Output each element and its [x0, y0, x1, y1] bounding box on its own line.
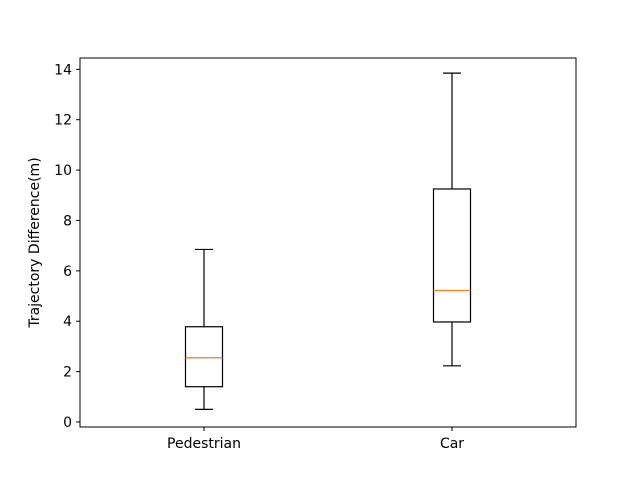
y-tick-label-14: 14	[54, 62, 72, 78]
y-tick-label-8: 8	[63, 213, 72, 229]
box-car	[432, 72, 472, 367]
y-axis-label: Trajectory Difference(m)	[27, 157, 43, 328]
y-tick-label-4: 4	[63, 314, 72, 330]
y-tick-label-0: 0	[63, 415, 72, 431]
y-axis: 0 2 4 6 8 10 12 14	[54, 62, 80, 431]
y-tick-label-10: 10	[54, 163, 72, 179]
x-tick-label-car: Car	[440, 436, 464, 452]
y-tick-label-2: 2	[63, 365, 72, 381]
y-tick-label-12: 12	[54, 113, 72, 129]
x-tick-label-pedestrian: Pedestrian	[167, 436, 241, 452]
boxes-layer	[184, 72, 472, 410]
axes-frame	[79, 57, 577, 428]
y-tick-label-6: 6	[63, 264, 72, 280]
box-pedestrian	[184, 248, 224, 410]
box-iqr	[432, 188, 472, 323]
box-iqr	[184, 326, 224, 388]
x-axis: Pedestrian Car	[167, 427, 464, 452]
